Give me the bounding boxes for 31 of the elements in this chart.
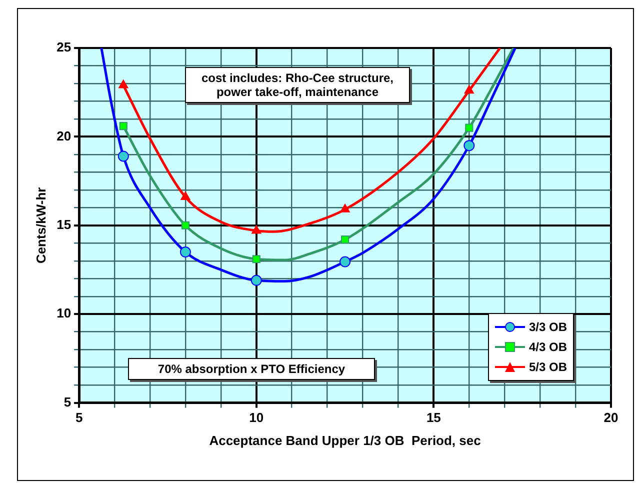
point — [180, 192, 190, 200]
x-tick-label: 15 — [426, 410, 441, 426]
note-box: cost includes: Rho-Cee structure, power take-off, maintenance — [185, 67, 410, 103]
x-tick-label: 5 — [75, 410, 83, 426]
y-tick-label: 5 — [64, 394, 72, 410]
x-tick-label: 10 — [249, 410, 264, 426]
y-tick-label: 15 — [56, 216, 72, 232]
y-tick-label: 20 — [56, 128, 72, 144]
point — [180, 246, 191, 258]
point — [119, 122, 128, 130]
point — [118, 80, 128, 88]
y-tick-label: 10 — [56, 306, 72, 321]
point — [181, 221, 190, 230]
point — [340, 256, 351, 268]
point — [464, 85, 474, 94]
y-tick-label: 25 — [56, 40, 72, 55]
point — [252, 225, 262, 234]
legend-label: 4/3 OB — [529, 340, 568, 354]
legend-label: 5/3 OB — [529, 360, 568, 374]
legend-label: 3/3 OB — [529, 320, 568, 334]
note-box: 70% absorption x PTO Efficiency — [128, 358, 375, 380]
point — [250, 274, 262, 286]
x-axis-title: Acceptance Band Upper 1/3 OB Period, sec — [209, 432, 481, 448]
point — [464, 140, 475, 152]
point — [340, 204, 350, 212]
point — [118, 150, 129, 162]
point — [340, 236, 350, 244]
point — [465, 124, 474, 132]
y-axis-title: Cents/kW-hr — [33, 187, 48, 264]
point — [252, 255, 260, 264]
x-tick-label: 20 — [604, 410, 618, 426]
